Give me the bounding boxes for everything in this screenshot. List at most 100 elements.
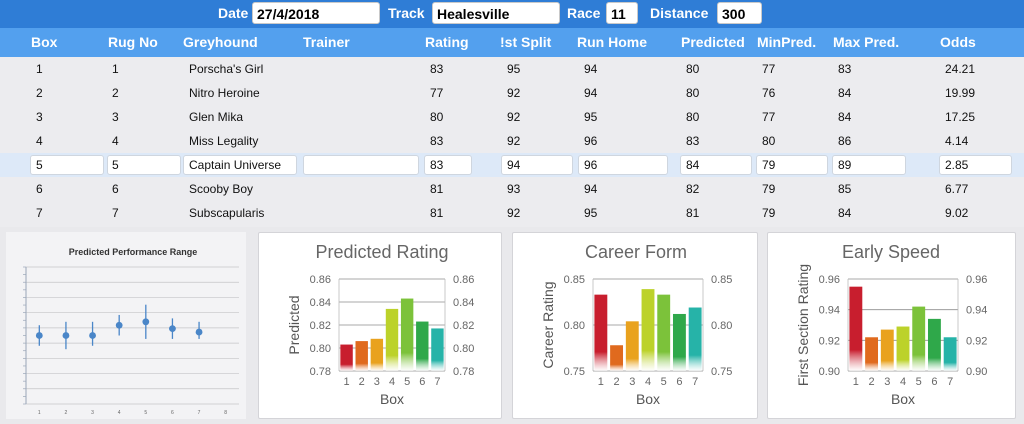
x-tick-label: 2 (869, 376, 875, 388)
x-axis-label: Box (636, 391, 660, 407)
table-row[interactable]: 6 6 Scooby Boy 81 93 94 82 79 85 6.77 (0, 177, 1024, 201)
bar (610, 345, 624, 371)
run-home-cell: 95 (584, 110, 598, 124)
col-min-pred-header[interactable]: MinPred. (757, 34, 817, 50)
distance-field[interactable]: 300 (717, 2, 762, 24)
career-form-panel: Career Form 0.75 0.75 0.80 0.80 0.85 0.85 1 2 3 4 5… (512, 232, 758, 419)
table-row[interactable]: 2 2 Nitro Heroine 77 92 94 80 76 84 19.99 (0, 81, 1024, 105)
y2-tick-label: 0.94 (966, 305, 987, 317)
min-pred-cell: 76 (762, 86, 776, 100)
data-point (89, 332, 96, 339)
col-run-home-header[interactable]: Run Home (577, 34, 647, 50)
early-speed-chart: Early Speed 0.90 0.90 0.92 0.92 0.94 0.94 0.96 0… (795, 242, 987, 407)
table-row[interactable]: 4 4 Miss Legality 83 92 96 83 80 86 4.14 (0, 129, 1024, 153)
table-row[interactable]: 5 5 Captain Universe 83 94 96 84 79 89 2.85 (0, 153, 1024, 177)
col-first-split-header[interactable]: !st Split (500, 34, 552, 50)
bar (625, 321, 639, 371)
y2-tick-label: 0.80 (711, 320, 732, 332)
bar (880, 329, 894, 371)
col-box-header[interactable]: Box (31, 34, 58, 50)
y-tick-label: 0.82 (310, 320, 331, 332)
track-field[interactable]: Healesville (432, 2, 560, 24)
odds-cell: 24.21 (945, 62, 976, 76)
run-home-cell: 94 (584, 182, 598, 196)
predicted-cell: 84 (686, 158, 700, 172)
bar (385, 308, 399, 371)
trainer-input[interactable] (303, 155, 419, 175)
min-pred-cell: 79 (762, 182, 776, 196)
y2-tick-label: 0.86 (453, 274, 474, 286)
box-input[interactable] (30, 155, 104, 175)
race-field[interactable]: 11 (606, 2, 638, 24)
predicted-cell: 80 (686, 86, 700, 100)
predicted-cell: 82 (686, 182, 700, 196)
max-pred-cell: 86 (838, 134, 852, 148)
predicted-cell: 81 (686, 206, 700, 220)
odds-cell: 2.85 (945, 158, 969, 172)
first-split-cell: 92 (507, 110, 521, 124)
predicted-input[interactable] (680, 155, 752, 175)
x-tick-label: 4 (645, 376, 651, 388)
col-trainer-header[interactable]: Trainer (303, 34, 350, 50)
table-row[interactable]: 1 1 Porscha's Girl 83 95 94 80 77 83 24.21 (0, 57, 1024, 81)
y-tick-label: 0.78 (310, 366, 331, 378)
col-greyhound-header[interactable]: Greyhound (183, 34, 258, 50)
min-pred-cell: 80 (762, 134, 776, 148)
y2-tick-label: 0.85 (711, 274, 732, 286)
rating-cell: 77 (430, 86, 444, 100)
col-rug-no-header[interactable]: Rug No (108, 34, 158, 50)
y2-tick-label: 0.96 (966, 274, 987, 286)
max-pred-input[interactable] (832, 155, 906, 175)
date-label: Date (218, 5, 249, 21)
x-tick-label: 3 (91, 410, 94, 416)
bar (943, 337, 957, 371)
bar (594, 294, 608, 371)
table-row[interactable]: 3 3 Glen Mika 80 92 95 80 77 84 17.25 (0, 105, 1024, 129)
greyhound-cell: Glen Mika (189, 110, 244, 124)
x-tick-label: 5 (916, 376, 922, 388)
bar (865, 337, 879, 371)
box-cell: 3 (36, 110, 43, 124)
col-odds-header[interactable]: Odds (940, 34, 976, 50)
rating-cell: 81 (430, 206, 444, 220)
y2-tick-label: 0.92 (966, 335, 987, 347)
data-point (195, 328, 203, 336)
chart-title: Predicted Rating (315, 242, 448, 262)
y2-tick-label: 0.90 (966, 366, 987, 378)
x-tick-label: 5 (661, 376, 667, 388)
rug-no-cell: 3 (112, 110, 119, 124)
x-tick-label: 7 (692, 376, 698, 388)
table-row[interactable]: 7 7 Subscapularis 81 92 95 81 79 84 9.02 (0, 201, 1024, 225)
track-label: Track (388, 5, 425, 21)
rug-no-input[interactable] (107, 155, 181, 175)
col-max-pred-header[interactable]: Max Pred. (833, 34, 900, 50)
col-predicted-header[interactable]: Predicted (681, 34, 745, 50)
y-tick-label: 0.84 (310, 297, 331, 309)
first-split-cell: 95 (507, 62, 521, 76)
greyhound-cell: Subscapularis (189, 206, 265, 220)
bar (927, 318, 941, 371)
chart-title: Early Speed (842, 242, 940, 262)
y-tick-label: 0.80 (564, 320, 585, 332)
min-pred-input[interactable] (756, 155, 828, 175)
first-split-input[interactable] (501, 155, 573, 175)
first-split-cell: 92 (507, 134, 521, 148)
min-pred-cell: 77 (762, 110, 776, 124)
predicted-rating-chart: Predicted Rating 0.78 0.78 0.80 0.80 0.82 0.82… (286, 242, 474, 407)
max-pred-cell: 84 (838, 86, 852, 100)
odds-cell: 17.25 (945, 110, 976, 124)
first-split-cell: 92 (507, 86, 521, 100)
min-pred-cell: 79 (762, 206, 776, 220)
data-point (169, 325, 176, 333)
run-home-input[interactable] (578, 155, 668, 175)
max-pred-cell: 84 (838, 206, 852, 220)
odds-cell: 19.99 (945, 86, 976, 100)
rating-input[interactable] (424, 155, 472, 175)
x-axis-label: Box (380, 391, 404, 407)
col-rating-header[interactable]: Rating (425, 34, 469, 50)
odds-input[interactable] (939, 155, 1012, 175)
performance-range-panel: Predicted Performance Range 1 2 3 4 5 6 7 8 (6, 232, 246, 419)
date-field[interactable]: 27/4/2018 (252, 2, 380, 24)
box-cell: 6 (36, 182, 43, 196)
greyhound-input[interactable] (183, 155, 297, 175)
